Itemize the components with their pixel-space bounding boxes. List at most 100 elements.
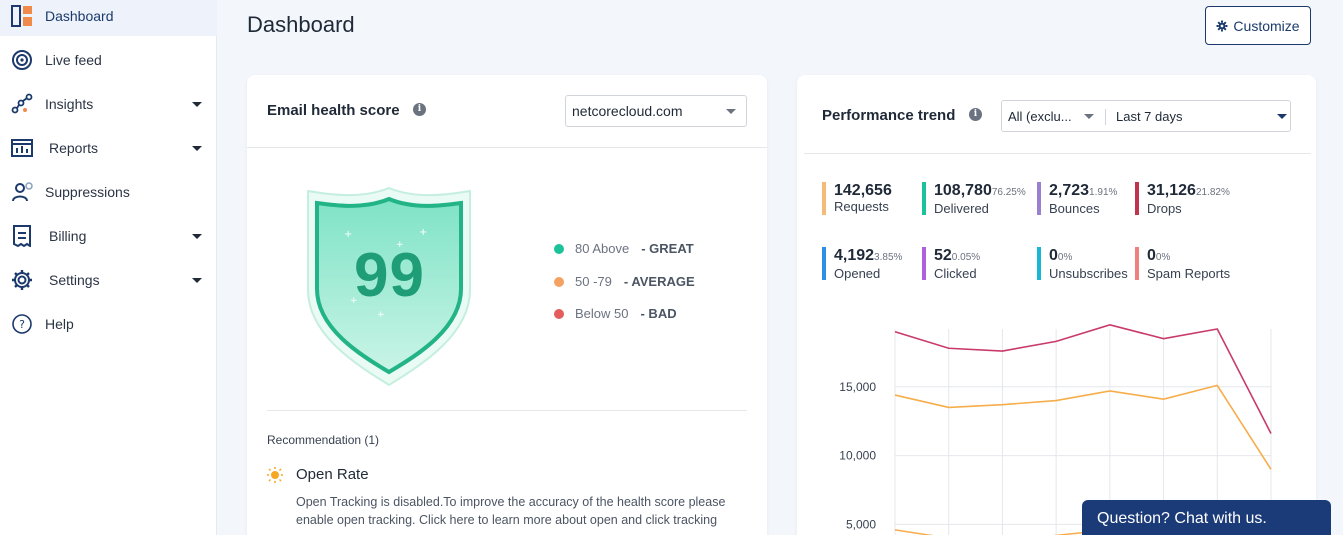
shield-icon: + + + + + [307,186,471,387]
sidebar-item-label: Help [45,316,74,332]
stat-percent: 3.85% [874,252,903,263]
sidebar-item-live-feed[interactable]: Live feed [0,40,217,80]
recommendation-head: Open Rate [296,466,369,483]
sidebar-item-dashboard[interactable]: Dashboard [0,0,217,36]
stat-drops[interactable]: 31,12621.82% Drops [1135,182,1230,216]
chevron-down-icon [1277,114,1287,119]
legend-tag: - GREAT [641,241,694,256]
stat-label: Spam Reports [1147,266,1231,281]
page-title: Dashboard [247,12,355,37]
chevron-down-icon [192,278,202,283]
chevron-down-icon [192,234,202,239]
svg-text:+: + [377,310,385,320]
insights-icon [11,93,33,114]
stat-value: 00% [1049,247,1073,264]
stat-spam-reports[interactable]: 00% Spam Reports [1135,247,1231,281]
stat-value: 31,12621.82% [1147,182,1230,199]
event-filter-value[interactable]: All (exclu... [1008,109,1072,124]
stat-bounces[interactable]: 2,7231.91% Bounces [1037,182,1118,216]
sidebar-item-billing[interactable]: Billing [0,216,217,256]
email-health-card: Email health score i netcorecloud.com + … [247,75,767,535]
stat-value: 108,78076.25% [934,182,1026,199]
help-icon: ? [12,314,32,334]
legend-dot [554,308,564,319]
sidebar-item-insights[interactable]: Insights [0,84,217,124]
customize-label: Customize [1233,17,1300,34]
svg-text:+: + [344,229,352,240]
stat-percent: 1.91% [1089,187,1118,198]
y-tick-label: 15,000 [839,380,876,394]
sidebar-item-label: Billing [49,228,87,244]
stat-percent: 0% [1155,252,1171,263]
svg-text:?: ? [19,318,25,331]
suppressions-icon [12,182,33,202]
legend-range: 50 -79 [575,274,612,289]
stat-unsubscribes[interactable]: 00% Unsubscribes [1037,247,1128,281]
stat-opened[interactable]: 4,1923.85% Opened [822,247,903,281]
sidebar-item-label: Live feed [45,52,102,68]
lightbulb-icon [267,467,283,483]
domain-select-value: netcorecloud.com [572,103,683,119]
legend-tag: - AVERAGE [623,274,695,289]
health-score-value: 99 [354,241,425,310]
stat-value: 00% [1147,247,1171,264]
sidebar-item-help[interactable]: ? Help [0,304,217,344]
performance-filter-select[interactable]: All (exclu... Last 7 days [1001,100,1291,132]
legend-average: 50 -79 - AVERAGE [554,274,695,289]
info-icon[interactable]: i [969,108,982,121]
recommendation-body[interactable]: Open Tracking is disabled.To improve the… [296,495,726,527]
stat-value: 4,1923.85% [834,247,903,264]
stat-label: Requests [834,199,889,214]
sidebar: Dashboard Live feed Insights Reports [0,0,217,535]
legend-range: Below 50 [575,306,629,321]
chevron-down-icon [726,109,736,114]
stat-label: Clicked [934,266,977,281]
legend-bad: Below 50 - BAD [554,306,677,321]
series-line-0 [894,324,1272,434]
stat-value: 520.05% [934,247,981,264]
stat-delivered[interactable]: 108,78076.25% Delivered [922,182,1026,216]
recommendation-title: Recommendation (1) [267,433,380,447]
legend-tag: - BAD [640,306,677,321]
series-line-1 [894,384,1272,470]
filter-separator [1105,109,1106,125]
stat-value: 2,7231.91% [1049,182,1118,199]
performance-trend-card: Performance trend i All (exclu... Last 7… [797,75,1316,535]
info-icon[interactable]: i [413,103,426,116]
stat-requests[interactable]: 142,656 Requests [822,182,892,215]
gear-icon [1216,20,1228,31]
stat-label: Bounces [1049,201,1100,216]
sidebar-item-settings[interactable]: Settings [0,260,217,300]
chevron-down-icon [192,102,202,107]
dashboard-icon [11,5,32,27]
sidebar-item-label: Suppressions [45,184,130,200]
sidebar-item-label: Dashboard [45,8,114,24]
chevron-down-icon [1084,114,1094,119]
sidebar-item-label: Settings [49,272,100,288]
legend-great: 80 Above - GREAT [554,241,694,256]
stat-label: Opened [834,266,881,281]
stat-clicked[interactable]: 520.05% Clicked [922,247,981,281]
customize-button[interactable]: Customize [1205,6,1311,45]
stat-label: Drops [1147,201,1182,216]
card-header-divider [247,147,767,148]
date-range-value[interactable]: Last 7 days [1116,109,1183,124]
sidebar-item-reports[interactable]: Reports [0,128,217,168]
chat-button[interactable]: Question? Chat with us. [1082,500,1331,535]
y-tick-label: 10,000 [839,449,876,463]
card-header-divider [804,153,1311,154]
domain-select[interactable]: netcorecloud.com [565,95,747,127]
sidebar-item-label: Insights [45,96,94,112]
sidebar-item-label: Reports [49,140,99,156]
svg-text:+: + [396,240,404,250]
stat-label: Delivered [934,201,989,216]
stat-label: Unsubscribes [1049,266,1128,281]
stat-percent: 76.25% [991,187,1026,198]
live-feed-icon [12,50,32,70]
chevron-down-icon [192,146,202,151]
legend-range: 80 Above [575,241,630,256]
stat-percent: 0.05% [951,252,981,263]
sidebar-item-suppressions[interactable]: Suppressions [0,172,217,212]
legend-dot [554,276,564,287]
gear-icon [12,270,32,290]
